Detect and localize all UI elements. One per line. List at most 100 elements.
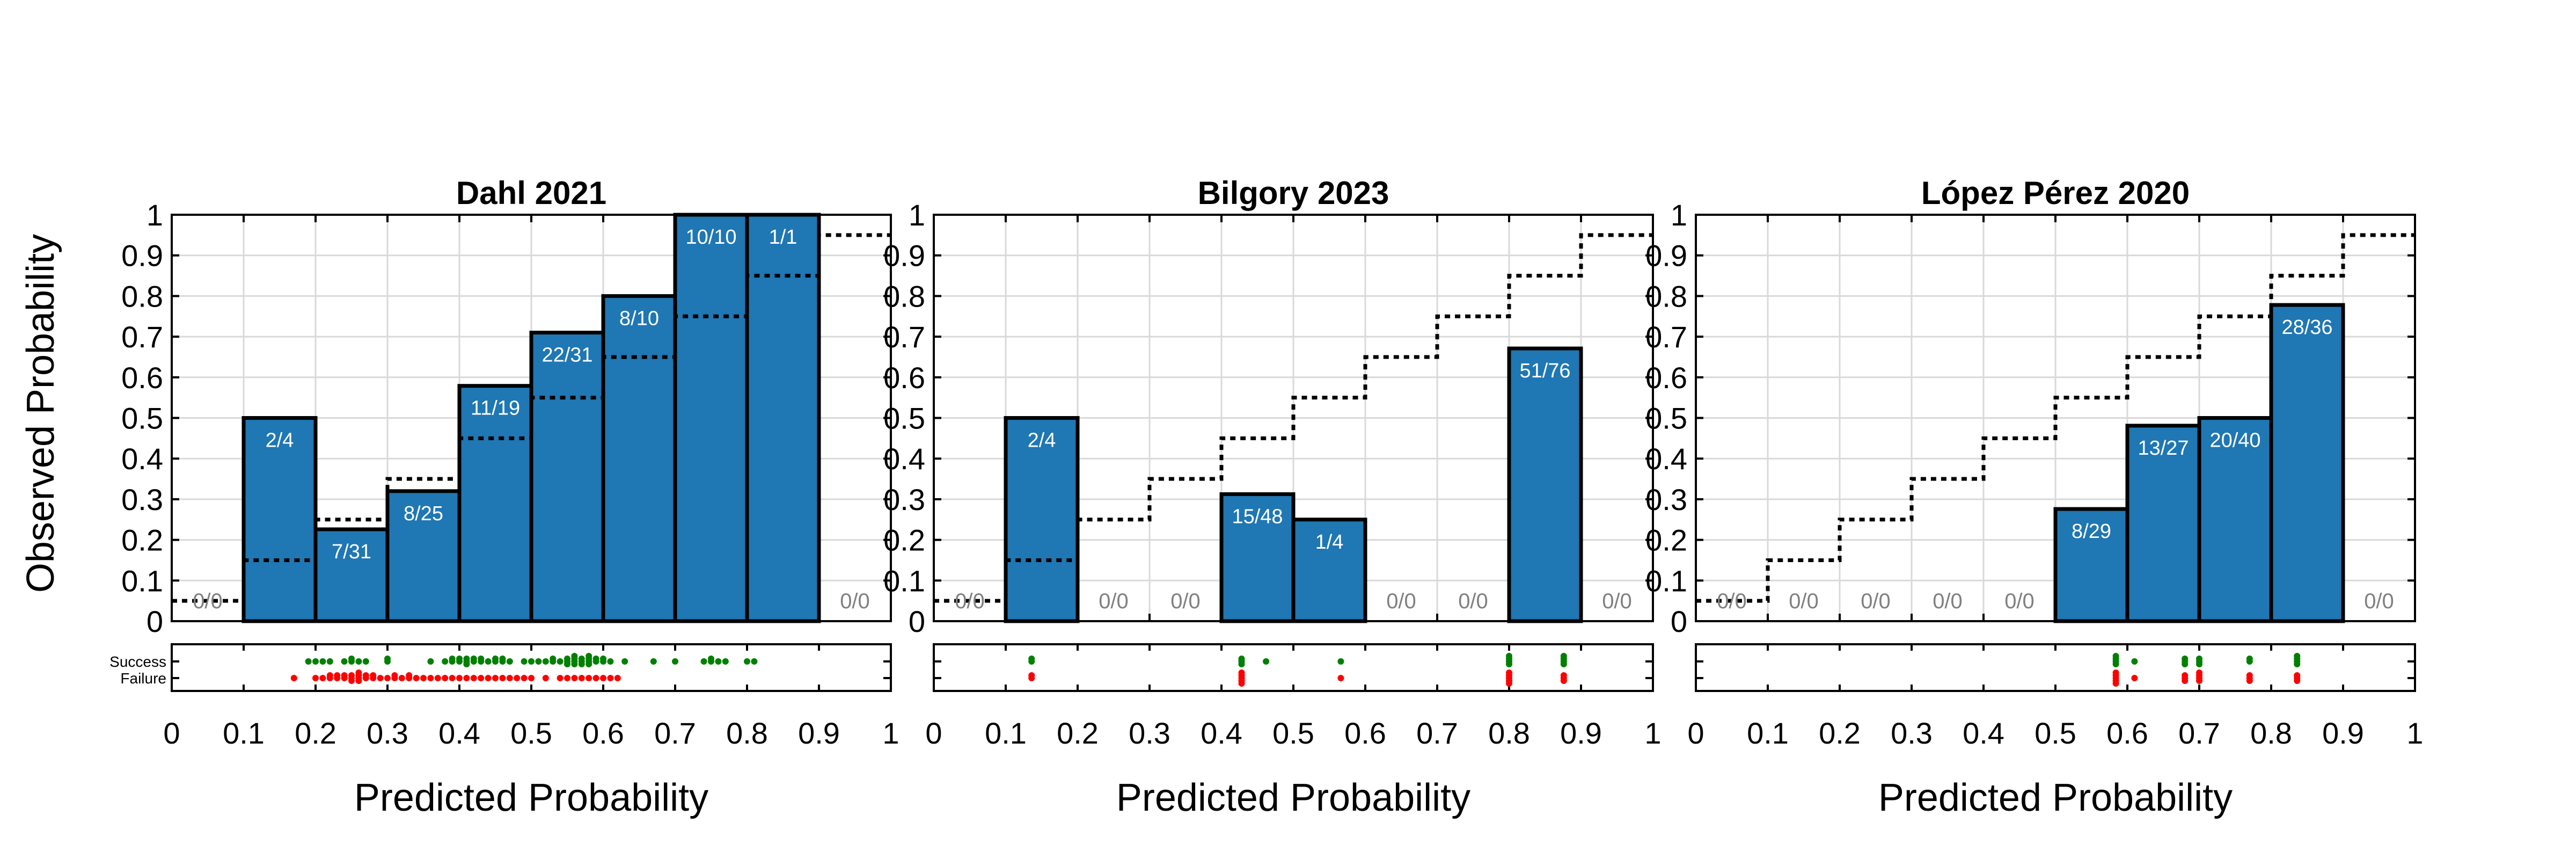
success-point	[1238, 661, 1245, 667]
success-point	[528, 658, 535, 665]
failure-point	[1560, 678, 1567, 684]
failure-point	[362, 672, 369, 679]
success-point	[564, 661, 570, 667]
empty-bin-label: 0/0	[193, 589, 223, 613]
failure-point	[348, 678, 355, 684]
failure-point	[564, 675, 570, 681]
x-tick-label: 0.6	[582, 716, 624, 750]
failure-point	[492, 675, 499, 681]
failure-point	[1028, 672, 1035, 679]
y-tick-label: 0.7	[883, 320, 925, 354]
success-point	[506, 658, 513, 665]
bar-count-label: 15/48	[1232, 505, 1283, 528]
y-tick-label: 0.3	[121, 483, 163, 516]
bar-count-label: 8/29	[2072, 520, 2111, 543]
y-tick-label: 0.4	[883, 442, 925, 476]
bar	[1291, 518, 1367, 623]
panel-title: Bilgory 2023	[1198, 175, 1389, 211]
success-point	[1506, 653, 1512, 659]
success-point	[1337, 658, 1344, 665]
success-point	[384, 656, 391, 662]
x-tick-label: 1	[882, 716, 899, 750]
failure-point	[434, 675, 441, 681]
expected-step-line	[934, 233, 1653, 603]
success-point	[571, 653, 578, 659]
failure-point	[2131, 675, 2138, 681]
success-point	[744, 658, 750, 665]
success-point	[557, 658, 564, 665]
bar-count-label: 20/40	[2209, 430, 2260, 452]
y-tick-label: 0.3	[1645, 483, 1687, 516]
failure-point	[463, 675, 470, 681]
bar	[745, 213, 821, 623]
success-point	[1560, 661, 1567, 667]
x-tick-label: 0.1	[1747, 716, 1789, 750]
x-tick-label: 0.6	[2106, 716, 2148, 750]
y-tick-label: 0.1	[1645, 564, 1687, 598]
bar-count-label: 8/25	[404, 503, 443, 525]
success-point	[708, 656, 714, 662]
x-tick-label: 0.3	[1129, 716, 1170, 750]
x-tick-label: 1	[1644, 716, 1661, 750]
strip-frame	[171, 643, 892, 692]
success-point	[2131, 658, 2138, 665]
success-point	[2196, 661, 2202, 667]
failure-point	[2294, 672, 2301, 679]
failure-point	[319, 675, 326, 681]
success-point	[319, 658, 326, 665]
success-point	[2294, 661, 2301, 667]
failure-point	[1560, 672, 1567, 679]
x-tick-label: 0.6	[1344, 716, 1386, 750]
success-point	[722, 658, 729, 665]
failure-point	[528, 675, 535, 681]
failure-point	[1506, 680, 1512, 687]
y-axis-label: Observed Probability	[19, 234, 62, 593]
calibration-panel-1: 0/0 2/4 7/31 8/25 11/19 22/31 8/10 10/10 1/1 0/0 0…	[109, 175, 899, 819]
failure-point	[542, 675, 549, 681]
y-tick-label: 0.6	[883, 361, 925, 395]
bar	[673, 213, 749, 623]
y-tick-label: 1	[147, 198, 163, 232]
success-point	[449, 656, 456, 662]
x-tick-label: 0.5	[2035, 716, 2076, 750]
y-tick-label: 1	[909, 198, 925, 232]
calibration-panel-2: 0/0 2/4 0/0 0/0 15/48 1/4 0/0 0/0 51/76 0/0 0 0.1 0.…	[883, 175, 1661, 819]
failure-point	[2196, 678, 2202, 684]
failure-point	[2182, 672, 2189, 679]
empty-bin-label: 0/0	[1602, 589, 1632, 613]
success-point	[1560, 653, 1567, 659]
bar	[2269, 303, 2345, 623]
success-point	[456, 656, 463, 662]
failure-point	[514, 675, 521, 681]
success-point	[348, 656, 355, 662]
x-tick-label: 0.9	[798, 716, 840, 750]
success-point	[2294, 653, 2301, 659]
failure-point	[600, 675, 606, 681]
x-tick-label: 0.1	[223, 716, 265, 750]
success-point	[341, 658, 348, 665]
bar-count-label: 51/76	[1519, 360, 1570, 382]
x-tick-label: 0.4	[438, 716, 480, 750]
strip-frame	[933, 643, 1654, 692]
failure-point	[427, 675, 434, 681]
strip-label-failure: Failure	[120, 670, 166, 687]
failure-point	[478, 675, 485, 681]
failure-point	[442, 675, 449, 681]
x-tick-label: 0.8	[726, 716, 768, 750]
failure-point	[290, 675, 297, 681]
x-tick-label: 0.3	[367, 716, 408, 750]
y-tick-label: 0.3	[883, 483, 925, 516]
bar-count-label: 1/1	[769, 226, 797, 249]
failure-point	[377, 675, 384, 681]
x-tick-label: 0.2	[1057, 716, 1099, 750]
bar-count-label: 1/4	[1315, 531, 1344, 554]
y-tick-label: 0.5	[1645, 402, 1687, 435]
success-point	[1263, 658, 1270, 665]
y-tick-label: 0.9	[883, 239, 925, 273]
success-point	[492, 656, 499, 662]
failure-point	[413, 675, 420, 681]
failure-point	[2112, 669, 2119, 676]
success-point	[751, 658, 758, 665]
strip-label-success: Success	[109, 653, 166, 670]
x-tick-label: 0	[925, 716, 942, 750]
